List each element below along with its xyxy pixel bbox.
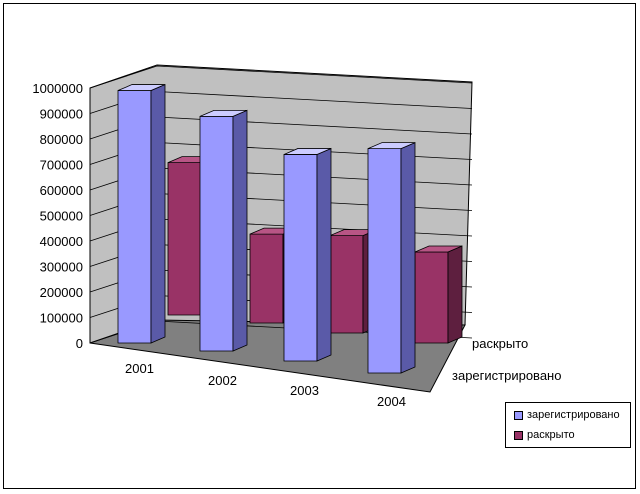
legend-swatch-series-2 [514,430,523,440]
y-tick-label: 800000 [40,132,83,147]
x-axis-labels: 2001 2002 2003 2004 [125,361,406,409]
y-tick-label: 500000 [40,209,83,224]
y-tick-label: 0 [76,336,83,351]
legend-item-series-2: раскрыто [514,429,575,441]
y-tick-label: 1000000 [32,81,83,96]
x-tick-label: 2002 [208,373,237,388]
y-axis-ticks: 1000000900000800000700000600000500000400… [32,81,91,351]
legend-label-series-2: раскрыто [527,429,575,441]
x-tick-label: 2001 [125,361,154,376]
legend-swatch-series-1 [514,410,523,420]
depth-tick-label: раскрыто [472,336,528,351]
gridline [89,65,473,89]
bar-series-1 [117,83,166,344]
bar-series-2 [414,245,463,344]
x-tick-label: 2004 [377,394,406,409]
y-tick-label: 900000 [40,107,83,122]
x-tick-label: 2003 [290,383,319,398]
legend-item-series-1: зарегистрировано [514,409,620,421]
depth-axis-labels: раскрыто зарегистрировано [452,336,561,383]
y-tick-label: 200000 [40,285,83,300]
legend: зарегистрировано раскрыто [505,402,631,448]
depth-tick-label: зарегистрировано [452,368,561,383]
bar-series-1 [367,141,416,374]
y-tick-label: 400000 [40,234,83,249]
bar-series-1 [199,109,248,352]
bar-series-1 [283,147,332,362]
legend-label-series-1: зарегистрировано [527,409,620,421]
y-tick-label: 700000 [40,158,83,173]
y-tick-label: 300000 [40,260,83,275]
y-tick-label: 100000 [40,311,83,326]
y-tick-label: 600000 [40,183,83,198]
bars [117,83,463,374]
